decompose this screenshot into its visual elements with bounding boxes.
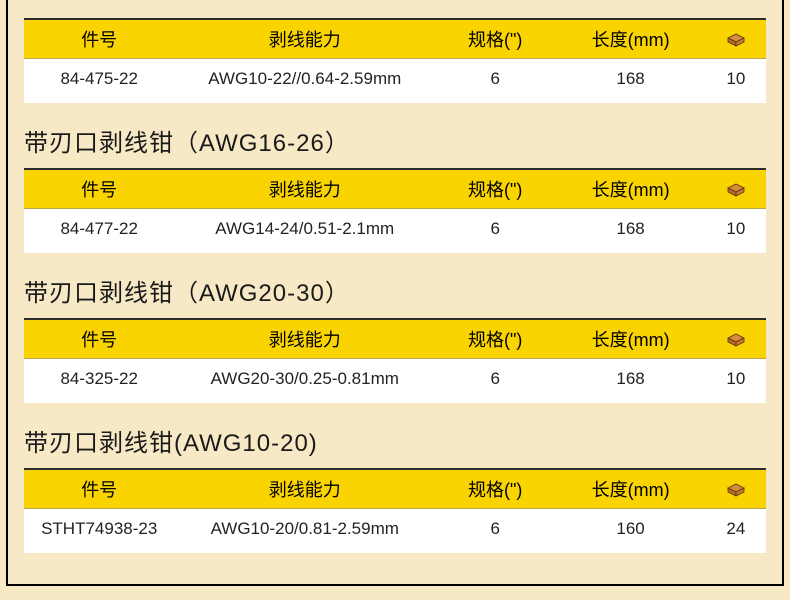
cell-spec: 6: [435, 59, 555, 104]
table-header-row: 件号 剥线能力 规格(") 长度(mm): [24, 169, 766, 209]
cell-capacity: AWG20-30/0.25-0.81mm: [174, 359, 435, 404]
cell-spec: 6: [435, 209, 555, 254]
spec-table-3: 件号 剥线能力 规格(") 长度(mm) STHT74938-23: [24, 468, 766, 553]
col-length: 长度(mm): [555, 169, 705, 209]
col-part: 件号: [24, 469, 174, 509]
col-box: [706, 169, 766, 209]
col-capacity: 剥线能力: [174, 319, 435, 359]
cell-qty: 24: [706, 509, 766, 554]
cell-length: 168: [555, 59, 705, 104]
col-box: [706, 319, 766, 359]
section-title-3: 带刃口剥线钳(AWG10-20): [24, 423, 766, 458]
col-length: 长度(mm): [555, 19, 705, 59]
spec-table-1: 件号 剥线能力 规格(") 长度(mm) 84-477-22: [24, 168, 766, 253]
col-spec: 规格("): [435, 319, 555, 359]
table-row: 84-477-22 AWG14-24/0.51-2.1mm 6 168 10: [24, 209, 766, 254]
cell-length: 160: [555, 509, 705, 554]
col-box: [706, 19, 766, 59]
col-spec: 规格("): [435, 19, 555, 59]
cell-spec: 6: [435, 509, 555, 554]
col-length: 长度(mm): [555, 469, 705, 509]
col-capacity: 剥线能力: [174, 169, 435, 209]
table-header-row: 件号 剥线能力 规格(") 长度(mm): [24, 319, 766, 359]
col-capacity: 剥线能力: [174, 19, 435, 59]
cell-qty: 10: [706, 209, 766, 254]
cell-qty: 10: [706, 59, 766, 104]
box-icon: [725, 183, 747, 195]
box-icon: [725, 333, 747, 345]
section-title-2: 带刃口剥线钳（AWG20-30）: [24, 273, 766, 308]
page-frame: 件号 剥线能力 规格(") 长度(mm) 84-475-22: [6, 0, 784, 586]
table-header-row: 件号 剥线能力 规格(") 长度(mm): [24, 19, 766, 59]
col-length: 长度(mm): [555, 319, 705, 359]
cell-length: 168: [555, 209, 705, 254]
cell-qty: 10: [706, 359, 766, 404]
col-spec: 规格("): [435, 469, 555, 509]
col-box: [706, 469, 766, 509]
cell-part: 84-475-22: [24, 59, 174, 104]
table-row: STHT74938-23 AWG10-20/0.81-2.59mm 6 160 …: [24, 509, 766, 554]
table-row: 84-325-22 AWG20-30/0.25-0.81mm 6 168 10: [24, 359, 766, 404]
cell-capacity: AWG10-22//0.64-2.59mm: [174, 59, 435, 104]
spec-table-2: 件号 剥线能力 规格(") 长度(mm) 84-325-22: [24, 318, 766, 403]
cell-length: 168: [555, 359, 705, 404]
col-capacity: 剥线能力: [174, 469, 435, 509]
cell-spec: 6: [435, 359, 555, 404]
spec-table-0: 件号 剥线能力 规格(") 长度(mm) 84-475-22: [24, 18, 766, 103]
cell-part: 84-325-22: [24, 359, 174, 404]
col-part: 件号: [24, 319, 174, 359]
col-part: 件号: [24, 169, 174, 209]
col-spec: 规格("): [435, 169, 555, 209]
section-title-1: 带刃口剥线钳（AWG16-26）: [24, 123, 766, 158]
box-icon: [725, 483, 747, 495]
cell-capacity: AWG10-20/0.81-2.59mm: [174, 509, 435, 554]
cell-part: STHT74938-23: [24, 509, 174, 554]
table-header-row: 件号 剥线能力 规格(") 长度(mm): [24, 469, 766, 509]
table-row: 84-475-22 AWG10-22//0.64-2.59mm 6 168 10: [24, 59, 766, 104]
cell-part: 84-477-22: [24, 209, 174, 254]
box-icon: [725, 33, 747, 45]
cell-capacity: AWG14-24/0.51-2.1mm: [174, 209, 435, 254]
col-part: 件号: [24, 19, 174, 59]
